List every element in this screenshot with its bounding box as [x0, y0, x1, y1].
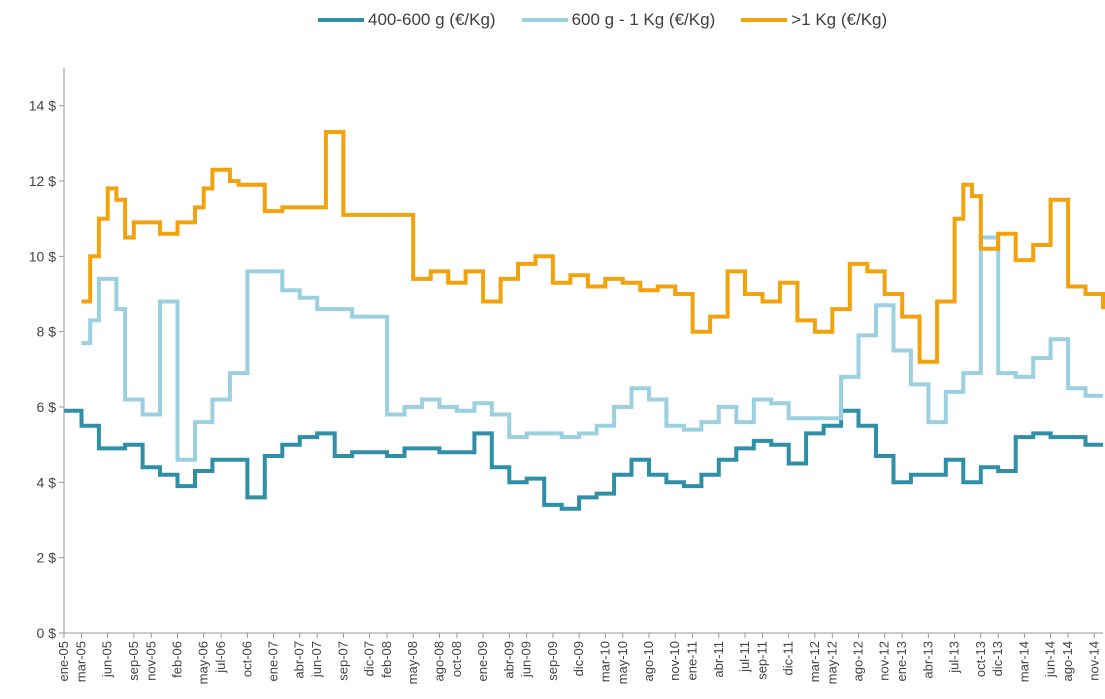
x-tick-label: oct-13 — [973, 641, 988, 677]
legend-swatch — [318, 18, 364, 22]
x-tick-label: nov-14 — [1086, 641, 1101, 681]
chart-axes: 0 $ 2 $ 4 $ 6 $ 8 $ 10 $ 12 $ 14 $ ene-05 mar-05 j… — [29, 68, 1103, 684]
x-tick-label: abr-09 — [501, 641, 516, 679]
y-tick-label: 4 $ — [37, 474, 57, 490]
x-tick-label: mar-05 — [73, 641, 88, 682]
x-tick-label: oct-06 — [239, 641, 254, 677]
x-tick-label: sep-07 — [335, 641, 350, 681]
x-tick-label: ene-11 — [685, 641, 700, 681]
x-tick-label: nov-12 — [877, 641, 892, 681]
x-tick-label: feb-08 — [379, 641, 394, 678]
legend-label: 600 g - 1 Kg (€/Kg) — [571, 10, 716, 29]
x-tick-label: dic-09 — [571, 641, 586, 676]
x-tick-label: dic-07 — [362, 641, 377, 676]
y-tick-label: 10 $ — [29, 248, 56, 264]
x-tick-label: sep-05 — [126, 641, 141, 681]
x-tick-label: may-10 — [615, 641, 630, 684]
x-tick-label: mar-10 — [597, 641, 612, 682]
x-tick-label: nov-10 — [667, 641, 682, 681]
chart-legend: 400-600 g (€/Kg) 600 g - 1 Kg (€/Kg) >1 … — [318, 10, 887, 30]
x-tick-label: jul-11 — [737, 641, 752, 673]
x-tick-label: nov-05 — [143, 641, 158, 681]
x-tick-label: jun-07 — [309, 641, 324, 678]
legend-item-400-600g: 400-600 g (€/Kg) — [318, 10, 496, 30]
x-tick-label: abr-07 — [292, 641, 307, 679]
x-tick-label: ene-07 — [266, 641, 281, 681]
legend-label: 400-600 g (€/Kg) — [368, 10, 496, 29]
x-tick-label: mar-12 — [807, 641, 822, 682]
x-tick-label: jun-05 — [100, 641, 115, 678]
x-tick-label: ago-14 — [1060, 641, 1075, 681]
legend-item-600g-1kg: 600 g - 1 Kg (€/Kg) — [521, 10, 716, 30]
y-tick-label: 14 $ — [29, 98, 56, 114]
y-tick-label: 2 $ — [37, 550, 57, 566]
y-tick-label: 8 $ — [37, 324, 57, 340]
x-tick-label: may-08 — [405, 641, 420, 684]
x-tick-label: ene-13 — [894, 641, 909, 681]
legend-swatch — [521, 18, 568, 22]
x-tick-label: ago-08 — [431, 641, 446, 681]
x-tick-label: may-12 — [824, 641, 839, 684]
series-line — [81, 130, 1105, 364]
x-tick-label: oct-08 — [449, 641, 464, 677]
x-tick-label: ene-05 — [56, 641, 71, 681]
x-tick-label: ene-09 — [475, 641, 490, 681]
x-tick-label: sep-09 — [545, 641, 560, 681]
x-tick-label: abr-13 — [920, 641, 935, 679]
legend-swatch — [741, 18, 788, 22]
chart-series — [64, 130, 1105, 511]
y-tick-label: 0 $ — [37, 625, 57, 641]
legend-item-over-1kg: >1 Kg (€/Kg) — [741, 10, 887, 30]
x-tick-label: dic-11 — [781, 641, 796, 675]
y-tick-label: 12 $ — [29, 173, 56, 189]
x-tick-label: abr-11 — [711, 641, 726, 678]
x-tick-label: ago-12 — [851, 641, 866, 681]
x-tick-label: jun-14 — [1043, 641, 1058, 678]
x-tick-label: jul-06 — [213, 641, 228, 674]
legend-label: >1 Kg (€/Kg) — [791, 10, 888, 29]
x-tick-label: feb-06 — [170, 641, 185, 678]
x-tick-label: sep-11 — [754, 641, 769, 680]
series-line — [81, 235, 1103, 462]
x-tick-label: dic-13 — [990, 641, 1005, 676]
series-line — [64, 408, 1103, 511]
x-tick-label: jul-13 — [947, 641, 962, 674]
x-tick-label: jun-09 — [519, 641, 534, 678]
x-tick-label: ago-10 — [641, 641, 656, 681]
y-tick-label: 6 $ — [37, 399, 57, 415]
x-tick-label: may-06 — [196, 641, 211, 684]
x-tick-label: mar-14 — [1016, 641, 1031, 682]
